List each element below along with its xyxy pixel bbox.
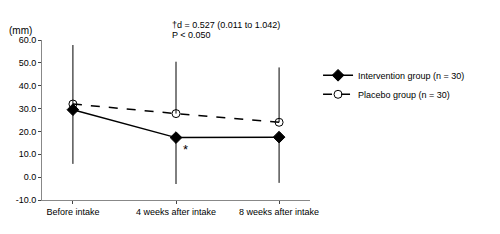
svg-text:*: *: [183, 142, 188, 157]
svg-text:0.0: 0.0: [24, 172, 37, 182]
svg-text:10.0: 10.0: [19, 149, 37, 159]
svg-text:Intervention group (n = 30): Intervention group (n = 30): [358, 71, 464, 81]
svg-text:50.0: 50.0: [19, 58, 37, 68]
svg-text:20.0: 20.0: [19, 127, 37, 137]
svg-text:8 weeks after intake: 8 weeks after intake: [239, 207, 319, 217]
svg-text:†d = 0.527 (0.011 to 1.042): †d = 0.527 (0.011 to 1.042): [172, 20, 280, 30]
svg-text:Before intake: Before intake: [46, 207, 99, 217]
svg-text:-10.0: -10.0: [16, 195, 37, 205]
svg-text:P < 0.050: P < 0.050: [172, 30, 211, 40]
svg-text:(mm): (mm): [9, 25, 32, 36]
svg-text:4 weeks after intake: 4 weeks after intake: [136, 207, 216, 217]
svg-text:60.0: 60.0: [19, 35, 37, 45]
svg-text:40.0: 40.0: [19, 81, 37, 91]
svg-text:Placebo group (n = 30): Placebo group (n = 30): [358, 90, 450, 100]
svg-text:30.0: 30.0: [19, 104, 37, 114]
